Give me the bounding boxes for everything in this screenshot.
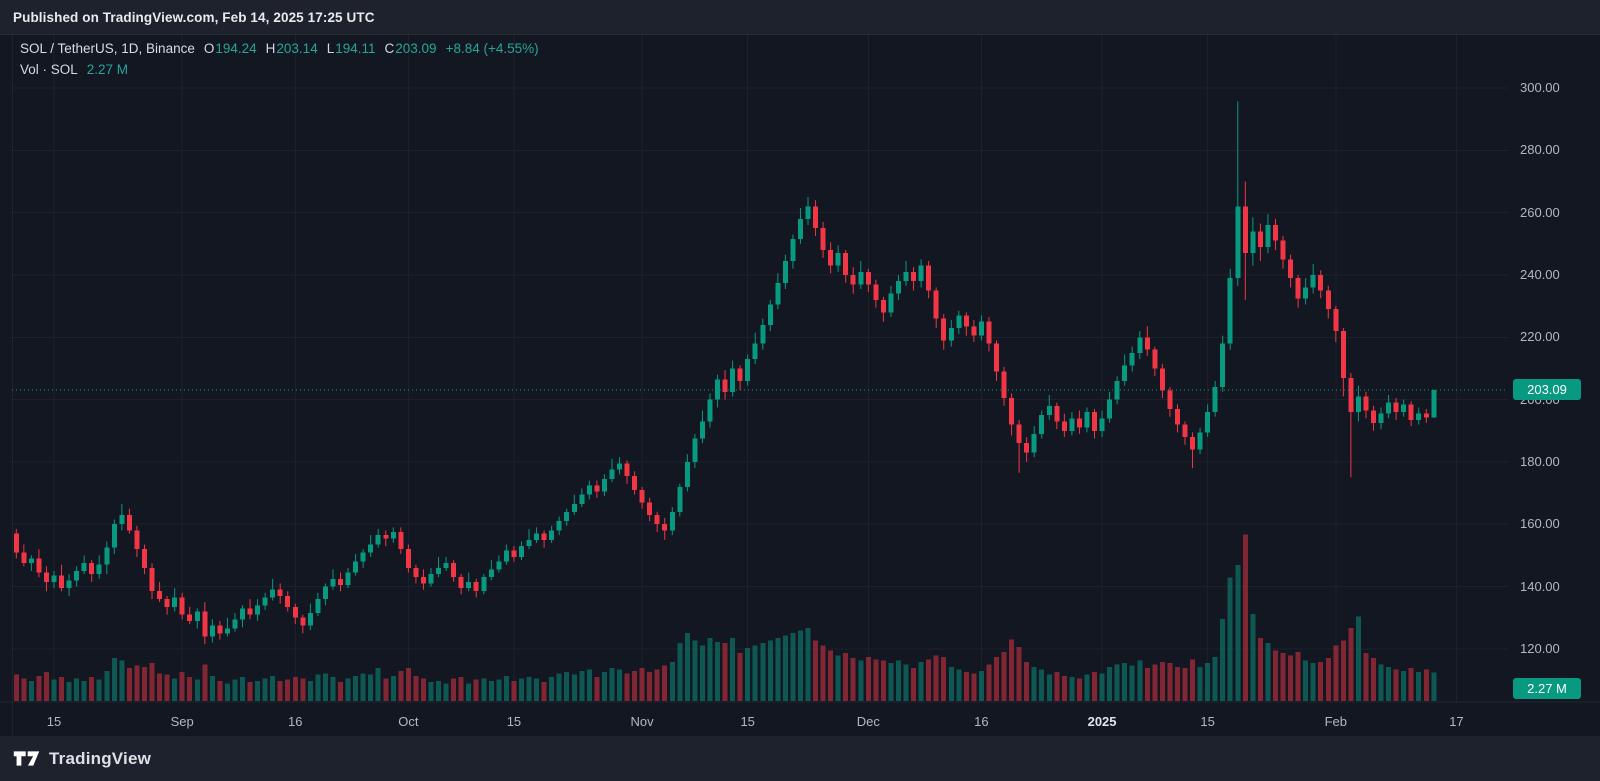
price-axis-label: 280.00 bbox=[1520, 142, 1560, 158]
pane-left-border bbox=[12, 35, 13, 737]
price-axis-label: 220.00 bbox=[1520, 329, 1560, 345]
time-axis-label: 17 bbox=[1449, 714, 1464, 729]
legend-symbol-row: SOL / TetherUS, 1D, Binance O 194.24 H 203… bbox=[20, 41, 539, 62]
time-axis-label: 16 bbox=[974, 714, 989, 729]
low-label: L bbox=[326, 41, 335, 56]
high-value: 203.14 bbox=[276, 41, 318, 56]
price-axis-label: 120.00 bbox=[1520, 640, 1560, 656]
chart-legend: SOL / TetherUS, 1D, Binance O 194.24 H 203… bbox=[20, 41, 539, 83]
published-caption: Published on TradingView.com, Feb 14, 20… bbox=[13, 9, 375, 25]
time-axis-label: Sep bbox=[170, 714, 194, 729]
chart-canvas[interactable] bbox=[0, 35, 1600, 737]
time-axis-label: 2025 bbox=[1087, 714, 1117, 729]
low-value: 194.11 bbox=[335, 41, 376, 56]
time-axis-label: 15 bbox=[740, 714, 755, 729]
price-axis-label: 140.00 bbox=[1520, 578, 1560, 594]
legend-volume-row: Vol · SOL 2.27 M bbox=[20, 62, 539, 83]
price-axis-label: 160.00 bbox=[1520, 516, 1560, 532]
open-value: 194.24 bbox=[215, 41, 257, 56]
price-axis-label: 260.00 bbox=[1520, 204, 1560, 220]
close-label: C bbox=[384, 41, 395, 56]
footer: TradingView bbox=[0, 736, 1600, 781]
volume-label: Vol · SOL bbox=[20, 62, 78, 77]
time-axis-label: 16 bbox=[288, 714, 303, 729]
volume-value: 2.27 M bbox=[86, 62, 129, 77]
time-axis-label: 15 bbox=[46, 714, 62, 729]
open-pair: O 194.24 bbox=[204, 41, 257, 56]
symbol-title: SOL / TetherUS, 1D, Binance bbox=[20, 41, 195, 56]
current-volume-badge: 2.27 M bbox=[1513, 678, 1581, 699]
price-axis-label: 240.00 bbox=[1520, 266, 1560, 282]
close-value: 203.09 bbox=[395, 41, 437, 56]
current-price-badge: 203.09 bbox=[1513, 379, 1581, 401]
publish-header: Published on TradingView.com, Feb 14, 20… bbox=[0, 0, 1600, 34]
time-axis-label: Dec bbox=[856, 714, 880, 729]
chart-area: SOL / TetherUS, 1D, Binance O 194.24 H 203… bbox=[0, 34, 1600, 737]
high-pair: H 203.14 bbox=[266, 41, 318, 56]
time-axis-label: 15 bbox=[506, 714, 522, 729]
high-label: H bbox=[265, 41, 276, 56]
brand-name[interactable]: TradingView bbox=[49, 748, 152, 768]
time-axis-label: Feb bbox=[1324, 714, 1347, 729]
change-value: +8.84 (+4.55%) bbox=[445, 41, 539, 56]
time-axis-label: 15 bbox=[1200, 714, 1215, 729]
candlestick-chart[interactable] bbox=[0, 35, 1600, 737]
open-label: O bbox=[203, 41, 215, 56]
time-axis-label: Oct bbox=[398, 714, 419, 729]
close-pair: C 203.09 bbox=[385, 41, 437, 56]
price-axis-label: 180.00 bbox=[1520, 453, 1560, 469]
time-axis-label: Nov bbox=[630, 714, 654, 729]
tradingview-logo-icon[interactable] bbox=[13, 748, 40, 769]
low-pair: L 194.11 bbox=[327, 41, 376, 56]
price-axis-label: 300.00 bbox=[1520, 80, 1560, 95]
